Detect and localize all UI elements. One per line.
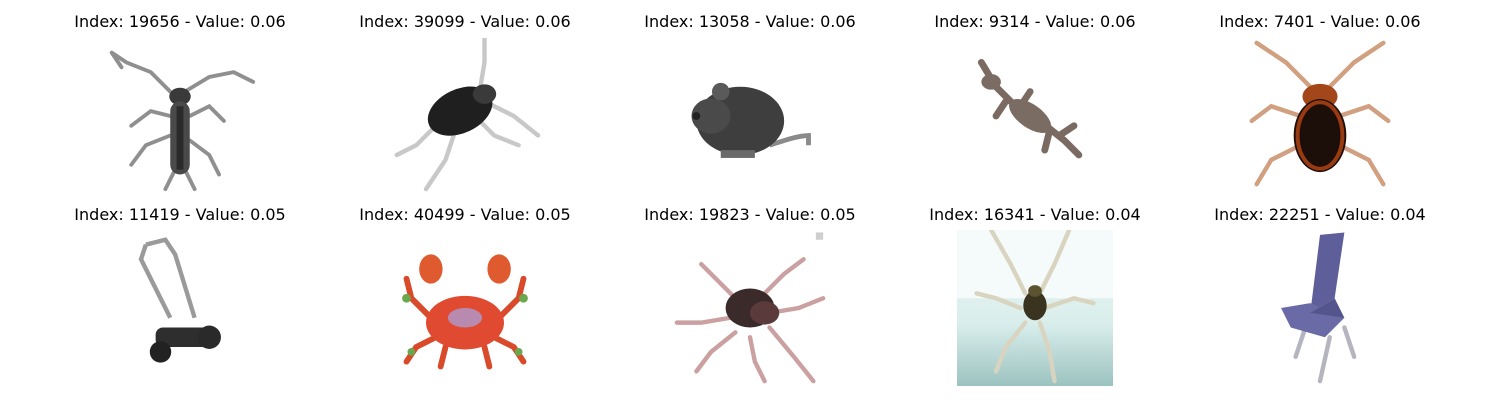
tile-title: Index: 22251 - Value: 0.04: [1214, 205, 1426, 224]
tile-title: Index: 19823 - Value: 0.05: [644, 205, 856, 224]
tile-title: Index: 13058 - Value: 0.06: [644, 12, 856, 31]
cricket-image: [387, 38, 543, 194]
spider-on-glass-image: [957, 230, 1113, 386]
tile-title: Index: 11419 - Value: 0.05: [74, 205, 286, 224]
tile-title: Index: 40499 - Value: 0.05: [359, 205, 571, 224]
mouse-image: [672, 38, 828, 194]
longhorn-beetle-image: [102, 38, 258, 194]
lawn-mower-image: [102, 230, 258, 386]
chair-image: [1242, 230, 1398, 386]
tile-title: Index: 7401 - Value: 0.06: [1219, 12, 1421, 31]
spider-image: [672, 230, 828, 386]
tile-title: Index: 39099 - Value: 0.06: [359, 12, 571, 31]
tile-title: Index: 9314 - Value: 0.06: [934, 12, 1136, 31]
tile-title: Index: 16341 - Value: 0.04: [929, 205, 1141, 224]
tile-title: Index: 19656 - Value: 0.06: [74, 12, 286, 31]
cockroach-image: [1242, 38, 1398, 194]
crab-image: [387, 230, 543, 386]
lizard-image: [957, 38, 1113, 194]
